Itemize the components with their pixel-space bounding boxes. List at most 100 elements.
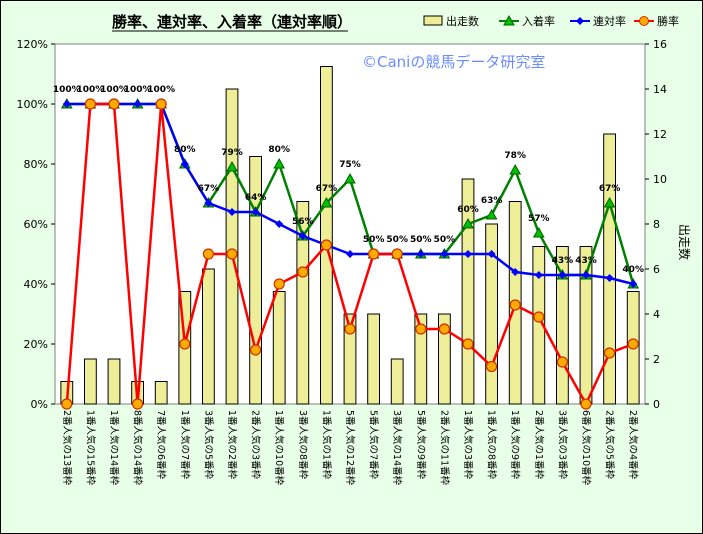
bar bbox=[225, 88, 239, 405]
bar bbox=[320, 66, 333, 405]
rentai-rate-point bbox=[440, 250, 449, 258]
category-label: 1番人気の8番枠 bbox=[486, 410, 498, 480]
entry-rate-point bbox=[485, 208, 498, 220]
y-tick-label: 0% bbox=[31, 398, 48, 411]
data-label: 75% bbox=[339, 160, 361, 170]
category-label: 1番人気の14番枠 bbox=[108, 410, 120, 486]
win-rate-point bbox=[509, 299, 521, 311]
legend-swatch-bars bbox=[423, 15, 443, 26]
data-label: 100% bbox=[76, 85, 104, 95]
win-rate-point bbox=[486, 360, 498, 373]
rentai-rate-point bbox=[62, 100, 71, 108]
category-label: 2番人気の4番枠 bbox=[627, 410, 639, 480]
entry-rate-point bbox=[509, 163, 522, 175]
win-rate-point bbox=[556, 356, 569, 368]
data-label: 43% bbox=[552, 256, 574, 266]
y2-tick-label: 2 bbox=[653, 353, 660, 366]
rentai-rate-point bbox=[180, 160, 189, 168]
category-label: 5番人気の12番枠 bbox=[344, 410, 356, 486]
y-tick-label: 120% bbox=[17, 38, 48, 51]
legend-marker-rentai bbox=[576, 17, 584, 25]
label-layer: 100%100%100%100%100%80%67%79%64%80%56%67… bbox=[53, 85, 644, 486]
bar bbox=[84, 358, 97, 405]
rentai-rate-point bbox=[605, 274, 614, 282]
win-rate-point bbox=[627, 338, 639, 350]
legend-label-win: 勝率 bbox=[657, 14, 679, 28]
y2-tick-label: 12 bbox=[653, 128, 667, 141]
category-label: 2番人気の11番枠 bbox=[438, 410, 450, 486]
category-label: 7番人気の6番枠 bbox=[155, 410, 167, 480]
data-label: 79% bbox=[221, 148, 243, 158]
bar bbox=[556, 246, 569, 405]
category-label: 3番人気の5番枠 bbox=[202, 410, 214, 480]
win-rate-point bbox=[344, 323, 356, 335]
y-tick-label: 60% bbox=[24, 218, 48, 231]
win-rate-point bbox=[391, 248, 403, 260]
y2-tick-label: 16 bbox=[653, 38, 667, 51]
category-label: 1番人気の9番枠 bbox=[509, 410, 521, 480]
category-label: 3番人気の3番枠 bbox=[556, 410, 568, 480]
data-label: 57% bbox=[528, 214, 550, 224]
entry-rate-point bbox=[532, 226, 545, 238]
win-rate-point bbox=[603, 347, 616, 359]
legend-label-entry: 入着率 bbox=[522, 14, 555, 28]
data-label: 60% bbox=[457, 205, 479, 215]
data-label: 100% bbox=[124, 85, 152, 95]
category-label: 1番人気の15番枠 bbox=[84, 410, 96, 486]
win-rate-point bbox=[580, 398, 592, 410]
rentai-rate-point bbox=[416, 250, 425, 258]
win-rate-point bbox=[84, 98, 97, 110]
category-label: 3番人気の8番枠 bbox=[297, 410, 309, 480]
bar bbox=[107, 358, 121, 405]
legend: 出走数 入着率 連対率 勝率 bbox=[423, 14, 679, 28]
y-tick-label: 100% bbox=[17, 98, 48, 111]
rentai-rate-point bbox=[558, 271, 567, 279]
entry-rate-point bbox=[273, 157, 286, 169]
rentai-rate-point bbox=[534, 271, 543, 279]
category-label: 8番人気の14番枠 bbox=[132, 410, 144, 486]
category-label: 5番人気の7番枠 bbox=[368, 410, 380, 480]
y2-tick-label: 6 bbox=[653, 263, 660, 276]
win-rate-point bbox=[368, 248, 380, 260]
win-rate-point bbox=[61, 398, 73, 410]
line-layer bbox=[60, 97, 640, 410]
rentai-rate-point bbox=[204, 199, 213, 207]
win-rate-point bbox=[297, 266, 309, 278]
win-rate-point bbox=[155, 98, 167, 110]
axes-layer: 0% 20% 40% 60% 80% 100% 120% 0 2 4 6 8 10 12 14 16 bbox=[17, 38, 667, 411]
legend-marker-entry bbox=[503, 14, 515, 26]
category-label: 1番人気の3番枠 bbox=[462, 410, 474, 480]
category-label: 2番人気の1番枠 bbox=[533, 410, 545, 480]
bar bbox=[296, 201, 310, 405]
rentai-rate-point bbox=[582, 271, 590, 279]
bar bbox=[485, 223, 499, 405]
bar bbox=[438, 313, 451, 405]
data-label: 100% bbox=[147, 85, 175, 95]
y2-tick-label: 0 bbox=[653, 398, 660, 411]
data-label: 67% bbox=[316, 184, 338, 194]
data-label: 64% bbox=[245, 193, 267, 203]
y2-tick-label: 8 bbox=[653, 218, 660, 231]
entry-rate-point bbox=[462, 217, 474, 229]
win-rate-point bbox=[108, 98, 120, 110]
bar bbox=[414, 313, 428, 405]
rentai-rate-point bbox=[228, 208, 236, 216]
win-rate-point bbox=[202, 248, 214, 260]
data-label: 67% bbox=[198, 184, 220, 194]
category-label: 1番人気の2番枠 bbox=[226, 410, 238, 480]
win-rate-point bbox=[226, 248, 238, 260]
rentai-rate-point bbox=[275, 220, 284, 228]
data-label: 100% bbox=[53, 85, 81, 95]
data-label: 56% bbox=[292, 217, 314, 227]
bar bbox=[367, 313, 381, 405]
win-rate-point bbox=[438, 323, 450, 335]
category-label: 1番人気の7番枠 bbox=[179, 410, 191, 480]
category-label: 2番人気の13番枠 bbox=[61, 410, 73, 486]
bar bbox=[461, 178, 475, 405]
category-label: 1番人気の1番枠 bbox=[320, 410, 332, 480]
entry-rate-point bbox=[320, 196, 333, 208]
win-rate-point bbox=[273, 278, 285, 290]
category-label: 5番人気の9番枠 bbox=[415, 410, 427, 480]
category-label: 1番人気の10番枠 bbox=[273, 410, 285, 486]
data-label: 78% bbox=[504, 151, 526, 161]
